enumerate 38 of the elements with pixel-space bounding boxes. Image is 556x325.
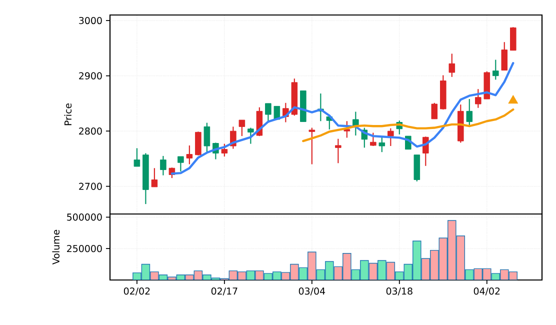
candlestick xyxy=(204,122,210,154)
candlestick xyxy=(378,136,386,153)
candlestick xyxy=(151,168,158,188)
x-tick-label: 03/04 xyxy=(298,288,326,296)
y-tick-label: 2800 xyxy=(79,127,102,135)
x-tick-label: 02/17 xyxy=(211,288,238,296)
candlestick xyxy=(335,138,342,164)
y-tick-label: 2700 xyxy=(79,182,102,190)
candlestick xyxy=(501,42,508,71)
y-tick-label: 2900 xyxy=(79,72,102,80)
candlestick xyxy=(195,131,202,156)
x-tick-label: 04/02 xyxy=(474,288,500,296)
candlestick xyxy=(352,111,359,136)
candlestick xyxy=(466,98,473,127)
y-tick-label: 250000 xyxy=(67,244,102,252)
candlestick xyxy=(388,128,394,147)
y-tick-label: 3000 xyxy=(79,16,102,24)
candlestick xyxy=(510,26,516,51)
candlestick xyxy=(178,156,184,172)
candlestick xyxy=(238,119,246,137)
candlestick xyxy=(221,143,228,158)
candlestick xyxy=(308,127,316,165)
candlestick xyxy=(431,102,438,120)
candlestick xyxy=(448,53,456,78)
y-axis-title: Volume xyxy=(52,230,60,265)
candlestick xyxy=(186,144,193,165)
y-axis-title: Price xyxy=(64,103,72,126)
candlestick xyxy=(265,102,272,124)
candlestick xyxy=(370,132,376,147)
x-tick-label: 02/02 xyxy=(124,288,150,296)
candlestick xyxy=(475,88,482,108)
candlestick xyxy=(134,148,140,168)
y-tick-label: 500000 xyxy=(67,214,102,221)
x-tick-label: 03/18 xyxy=(386,288,412,296)
candlestick xyxy=(248,127,254,144)
candlestick xyxy=(492,59,499,80)
candlestick xyxy=(160,155,166,176)
line-series xyxy=(302,108,514,142)
